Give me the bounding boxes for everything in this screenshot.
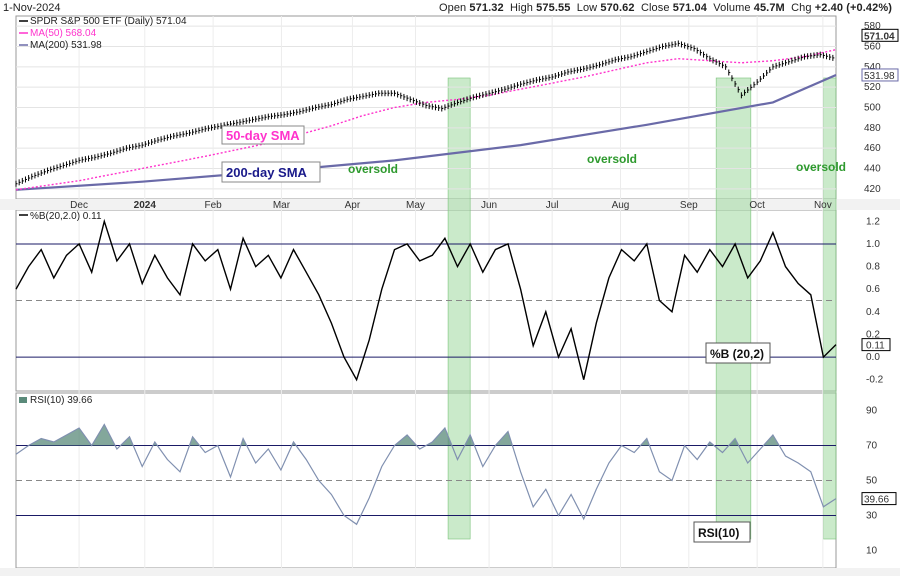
rsi-last-tag [861, 492, 897, 506]
rsi-y-tick-label: 90 [866, 406, 878, 417]
x-tick-label: Mar [273, 200, 291, 211]
price-y-tick-label: 420 [864, 184, 881, 195]
rsi-y-tick-label: 70 [866, 441, 878, 452]
x-tick-label: Jul [546, 200, 559, 211]
x-tick-label: Sep [680, 200, 698, 211]
price-y-tick-label: 560 [864, 42, 881, 53]
ma200-line [15, 73, 837, 191]
x-tick-label: Oct [749, 200, 765, 211]
chg-label: Chg [791, 2, 812, 14]
pctb-last-tag [861, 338, 891, 352]
open-label: Open [438, 2, 467, 14]
legend-label-rsi: RSI(10) 39.66 [30, 395, 93, 406]
pctb-y-tick-label: 0.8 [866, 262, 880, 273]
low-value: 570.62 [600, 2, 635, 14]
ma200-tag [861, 68, 899, 82]
price-y-tick-label: 500 [864, 103, 881, 114]
price-y-tick-label: 580 [864, 21, 881, 32]
rsi-overbought-fill [16, 424, 836, 446]
pctb-line [15, 218, 837, 382]
legend-label-ma200: MA(200) 531.98 [30, 40, 102, 51]
x-tick-label: Jun [481, 200, 497, 211]
rsi-y-tick-label: 30 [866, 511, 878, 522]
rsi-annotation-label: RSI(10) [698, 526, 739, 540]
x-tick-label: Apr [345, 200, 361, 211]
price-y-tick-label: 540 [864, 62, 881, 73]
legend-label-ma50: MA(50) 568.04 [30, 28, 97, 39]
50-day-sma-box [221, 125, 305, 145]
pctb-y-tick-label: 1.2 [866, 216, 880, 227]
high-value: 575.55 [536, 2, 571, 14]
open-value: 571.32 [469, 2, 504, 14]
x-tick-label: Dec [70, 200, 88, 211]
pctb-annotation-label: %B (20,2) [710, 347, 764, 361]
x-tick-label: Nov [814, 200, 832, 211]
pctb-y-tick-label: -0.2 [866, 375, 884, 386]
pctb-y-tick-label: 0.2 [866, 329, 880, 340]
pctb-y-tick-label: 0.4 [866, 307, 880, 318]
volume-value: 45.7M [753, 2, 785, 14]
oversold-band-1 [447, 77, 471, 540]
rsi-line [15, 423, 837, 526]
200-day-sma-label: 200-day SMA [226, 165, 308, 180]
bottom-strip [0, 568, 900, 576]
price-y-tick-label: 440 [864, 164, 881, 175]
legend-swatch-rsi [19, 397, 27, 403]
pctb-last-label: 0.11 [866, 341, 885, 352]
50-day-sma-label: 50-day SMA [226, 128, 300, 143]
oversold-band-2 [715, 77, 752, 540]
rsi-annotation-box [693, 521, 751, 543]
200-day-sma-box [221, 161, 321, 183]
legend-label-price: SPDR S&P 500 ETF (Daily) 571.04 [30, 16, 187, 27]
chart-header: 1-Nov-2024 Open 571.32 High 575.55 Low 5… [0, 0, 900, 16]
rsi-last-label: 39.66 [864, 495, 889, 506]
pctb-y-tick-label: 0.6 [866, 284, 880, 295]
pctb-y-tick-label: 0.0 [866, 352, 880, 363]
legend-label-pctb: %B(20,2.0) 0.11 [30, 211, 102, 222]
ohlc-stats: Open 571.32 High 575.55 Low 570.62 Close… [439, 2, 892, 14]
ma50-line [15, 48, 837, 191]
x-tick-label: Aug [612, 200, 630, 211]
close-value: 571.04 [672, 2, 707, 14]
pctb-annotation-box [705, 342, 771, 364]
oversold-label-2: oversold [587, 152, 637, 166]
rsi-y-tick-label: 10 [866, 546, 878, 557]
rsi-y-tick-label: 50 [866, 476, 878, 487]
last-price-label: 571.04 [864, 31, 895, 42]
close-label: Close [640, 2, 670, 14]
chart-date: 1-Nov-2024 [3, 2, 61, 14]
low-label: Low [576, 2, 598, 14]
pctb-y-tick-label: 1.0 [866, 239, 880, 250]
price-y-tick-label: 480 [864, 123, 881, 134]
oversold-label-1: oversold [348, 162, 398, 176]
x-tick-label: May [406, 200, 425, 211]
price-y-tick-label: 460 [864, 143, 881, 154]
oversold-band-3 [823, 77, 837, 540]
oversold-label-3: oversold [796, 160, 846, 174]
price-y-tick-label: 520 [864, 82, 881, 93]
chg-value: +2.40 (+0.42%) [814, 2, 892, 14]
ma200-value-label: 531.98 [864, 71, 895, 82]
last-price-tag [861, 28, 899, 42]
high-label: High [509, 2, 534, 14]
volume-label: Volume [713, 2, 751, 14]
x-tick-label: Feb [204, 200, 222, 211]
x-tick-label: 2024 [134, 200, 157, 211]
